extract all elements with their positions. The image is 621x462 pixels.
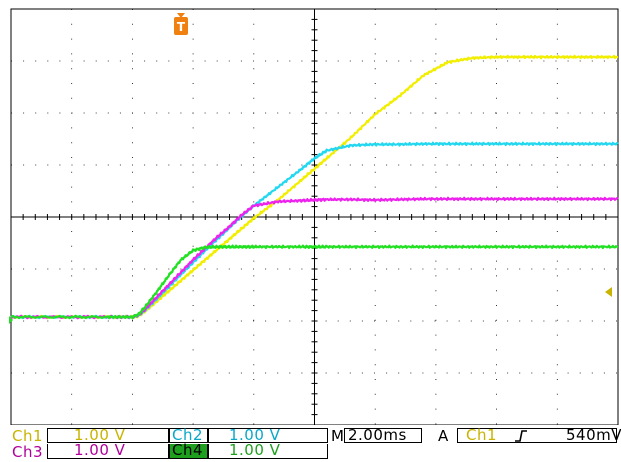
ch1-scale-box: 1.00 V xyxy=(47,426,169,444)
trigger-source: Ch1 xyxy=(466,426,498,444)
ch4-scale: 1.00 V xyxy=(229,441,281,459)
ch1-label: Ch1 xyxy=(12,427,44,445)
ch4-scale-box: 1.00 V xyxy=(208,441,328,459)
trace-ch4 xyxy=(10,244,619,320)
status-row-bottom: Ch3 1.00 V Ch4 1.00 V xyxy=(0,441,621,462)
trigger-marker-label: T xyxy=(177,20,186,34)
ch1-scale: 1.00 V xyxy=(74,426,126,444)
trigger-marker-box xyxy=(174,17,188,35)
trigger-level-arrow xyxy=(605,287,612,297)
trigger-box: Ch1 540mV xyxy=(457,426,621,444)
trigger-position-marker: T xyxy=(174,13,188,35)
ch2-scale-box: 1.00 V xyxy=(208,426,328,444)
oscilloscope-screen: T xyxy=(9,8,619,425)
timebase-value: 2.00ms xyxy=(348,426,407,444)
ground-level-arrow xyxy=(9,316,13,324)
ch2-scale: 1.00 V xyxy=(229,426,281,444)
timebase-box: 2.00ms xyxy=(344,426,422,444)
ch2-label: Ch2 xyxy=(172,426,204,444)
trigger-level: 540mV xyxy=(566,426,621,444)
ch3-scale-box: 1.00 V xyxy=(47,441,169,459)
ch3-scale: 1.00 V xyxy=(74,441,126,459)
trigger-marker-arrow xyxy=(177,13,185,18)
ground-marker xyxy=(9,316,13,324)
status-row-top: Ch1 1.00 V Ch2 1.00 V M 2.00ms A Ch1 540… xyxy=(0,427,621,446)
trace-layer xyxy=(10,54,619,320)
ch4-label: Ch4 xyxy=(172,441,204,459)
trigger-mode: A xyxy=(438,427,449,445)
rising-edge-shape xyxy=(515,430,527,442)
trace-ch3 xyxy=(10,196,619,320)
ch4-label-box: Ch4 xyxy=(169,441,208,459)
trigger-level-marker xyxy=(605,287,612,297)
m-label: M xyxy=(331,427,345,445)
ch3-label: Ch3 xyxy=(12,443,44,461)
rising-edge-icon xyxy=(515,430,527,442)
ch2-label-box: Ch2 xyxy=(169,426,208,444)
